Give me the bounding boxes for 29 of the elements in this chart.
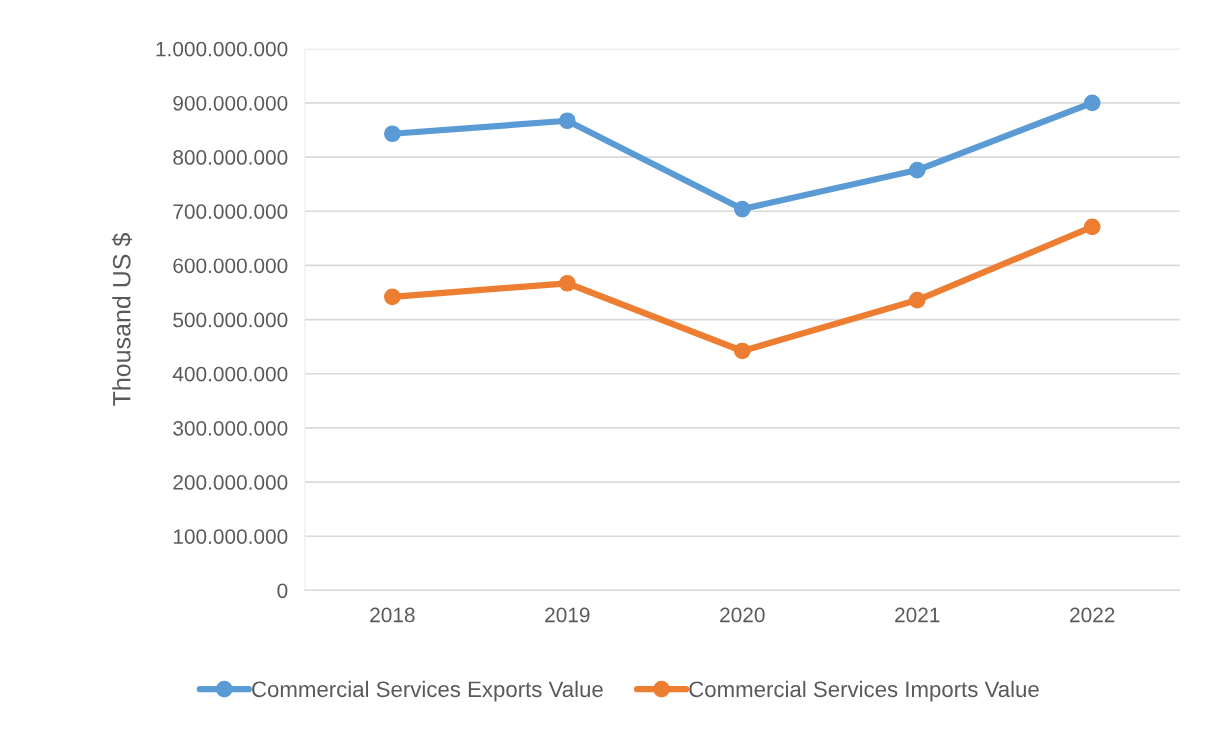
x-tick-label: 2018 [370, 607, 415, 623]
x-tick-label: 2019 [545, 607, 590, 623]
y-tick-label: 200.000.000 [173, 475, 288, 490]
y-tick-label: 0 [277, 583, 288, 599]
point [1083, 94, 1101, 112]
x-tick-label: 2022 [1070, 607, 1115, 623]
legend-label: Commercial Services Exports Value [252, 680, 603, 702]
point [733, 200, 751, 218]
point [558, 274, 576, 292]
y-tick-label: 700.000.000 [173, 204, 288, 219]
y-tick-label: 300.000.000 [173, 420, 288, 436]
point [384, 125, 401, 143]
y-tick-label: 900.000.000 [173, 95, 288, 111]
y-tick-label: 1.000.000.000 [156, 41, 288, 57]
point [733, 342, 751, 360]
y-tick-label: 100.000.000 [173, 529, 288, 544]
point [1083, 218, 1101, 236]
x-tick-label: 2021 [895, 607, 940, 623]
y-tick-label: 800.000.000 [173, 150, 288, 165]
y-tick-label: 400.000.000 [172, 366, 288, 382]
legend-label: Commercial Services Imports Value [689, 680, 1039, 702]
point [908, 161, 926, 179]
point [384, 288, 401, 306]
point [558, 112, 576, 130]
point [908, 291, 926, 309]
y-tick-label: 600.000.000 [173, 258, 288, 274]
x-tick-label: 2020 [720, 607, 765, 623]
y-tick-label: 500.000.000 [173, 312, 288, 328]
y-axis-title: Thousand US $ [111, 233, 133, 406]
